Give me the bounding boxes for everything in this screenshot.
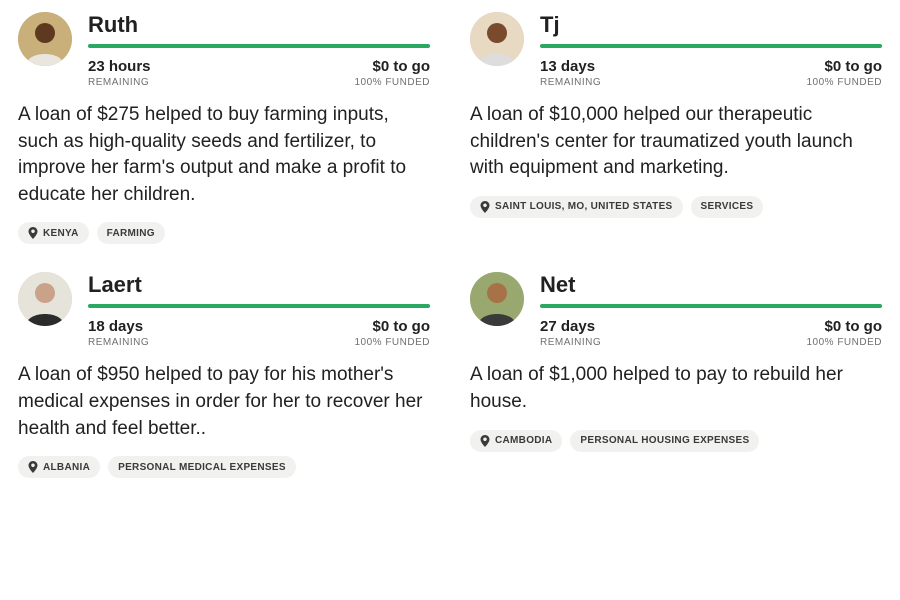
borrower-avatar[interactable] [18,12,72,66]
category-tag[interactable]: PERSONAL HOUSING EXPENSES [570,430,759,452]
tag-row: ALBANIA PERSONAL MEDICAL EXPENSES [18,456,430,478]
time-remaining-block: 23 hours REMAINING [88,58,151,88]
loan-cards-grid: Ruth 23 hours REMAINING $0 to go 100% FU… [18,12,882,478]
time-remaining-value: 18 days [88,318,149,336]
time-remaining-value: 23 hours [88,58,151,76]
loan-description: A loan of $275 helped to buy farming inp… [18,102,430,208]
card-header: Laert 18 days REMAINING $0 to go 100% FU… [18,272,430,348]
card-header-right: Tj 13 days REMAINING $0 to go 100% FUNDE… [540,12,882,88]
location-tag[interactable]: CAMBODIA [470,430,562,452]
location-tag-text: KENYA [43,228,79,239]
funding-progress-bar [540,44,882,48]
funding-status-block: $0 to go 100% FUNDED [354,318,430,348]
funded-percent: 100% FUNDED [354,77,430,88]
map-pin-icon [480,201,490,213]
tag-row: KENYA FARMING [18,222,430,244]
map-pin-icon [28,227,38,239]
time-remaining-block: 13 days REMAINING [540,58,601,88]
remaining-label: REMAINING [540,337,601,348]
funding-status-block: $0 to go 100% FUNDED [354,58,430,88]
remaining-label: REMAINING [88,77,151,88]
funded-percent: 100% FUNDED [354,337,430,348]
category-tag[interactable]: SERVICES [691,196,764,218]
amount-to-go: $0 to go [806,318,882,336]
location-tag-text: SAINT LOUIS, MO, UNITED STATES [495,201,673,212]
borrower-name[interactable]: Tj [540,12,882,38]
funded-percent: 100% FUNDED [806,337,882,348]
funding-progress-bar [88,304,430,308]
borrower-avatar[interactable] [470,272,524,326]
remaining-label: REMAINING [88,337,149,348]
location-tag-text: ALBANIA [43,462,90,473]
card-header-right: Net 27 days REMAINING $0 to go 100% FUND… [540,272,882,348]
funded-percent: 100% FUNDED [806,77,882,88]
time-remaining-block: 27 days REMAINING [540,318,601,348]
avatar-icon [470,12,524,66]
time-remaining-value: 27 days [540,318,601,336]
category-tag-text: PERSONAL HOUSING EXPENSES [580,435,749,446]
funding-status-block: $0 to go 100% FUNDED [806,58,882,88]
funding-status-block: $0 to go 100% FUNDED [806,318,882,348]
location-tag[interactable]: ALBANIA [18,456,100,478]
borrower-avatar[interactable] [470,12,524,66]
loan-description: A loan of $1,000 helped to pay to rebuil… [470,362,882,415]
avatar-icon [18,12,72,66]
amount-to-go: $0 to go [806,58,882,76]
avatar-icon [470,272,524,326]
tag-row: CAMBODIA PERSONAL HOUSING EXPENSES [470,430,882,452]
category-tag-text: FARMING [107,228,155,239]
borrower-avatar[interactable] [18,272,72,326]
card-header: Net 27 days REMAINING $0 to go 100% FUND… [470,272,882,348]
funding-metrics: 18 days REMAINING $0 to go 100% FUNDED [88,318,430,348]
map-pin-icon [28,461,38,473]
loan-card[interactable]: Laert 18 days REMAINING $0 to go 100% FU… [18,272,430,478]
card-header: Ruth 23 hours REMAINING $0 to go 100% FU… [18,12,430,88]
funding-metrics: 23 hours REMAINING $0 to go 100% FUNDED [88,58,430,88]
time-remaining-value: 13 days [540,58,601,76]
card-header-right: Ruth 23 hours REMAINING $0 to go 100% FU… [88,12,430,88]
loan-card[interactable]: Ruth 23 hours REMAINING $0 to go 100% FU… [18,12,430,244]
category-tag[interactable]: FARMING [97,222,165,244]
borrower-name[interactable]: Net [540,272,882,298]
funding-metrics: 27 days REMAINING $0 to go 100% FUNDED [540,318,882,348]
amount-to-go: $0 to go [354,58,430,76]
avatar-icon [18,272,72,326]
location-tag[interactable]: SAINT LOUIS, MO, UNITED STATES [470,196,683,218]
remaining-label: REMAINING [540,77,601,88]
funding-progress-bar [540,304,882,308]
amount-to-go: $0 to go [354,318,430,336]
card-header-right: Laert 18 days REMAINING $0 to go 100% FU… [88,272,430,348]
loan-description: A loan of $950 helped to pay for his mot… [18,362,430,442]
borrower-name[interactable]: Laert [88,272,430,298]
location-tag[interactable]: KENYA [18,222,89,244]
time-remaining-block: 18 days REMAINING [88,318,149,348]
card-header: Tj 13 days REMAINING $0 to go 100% FUNDE… [470,12,882,88]
category-tag-text: PERSONAL MEDICAL EXPENSES [118,462,286,473]
funding-metrics: 13 days REMAINING $0 to go 100% FUNDED [540,58,882,88]
borrower-name[interactable]: Ruth [88,12,430,38]
category-tag[interactable]: PERSONAL MEDICAL EXPENSES [108,456,296,478]
funding-progress-bar [88,44,430,48]
loan-card[interactable]: Net 27 days REMAINING $0 to go 100% FUND… [470,272,882,478]
loan-description: A loan of $10,000 helped our therapeutic… [470,102,882,182]
loan-card[interactable]: Tj 13 days REMAINING $0 to go 100% FUNDE… [470,12,882,244]
map-pin-icon [480,435,490,447]
location-tag-text: CAMBODIA [495,435,552,446]
tag-row: SAINT LOUIS, MO, UNITED STATES SERVICES [470,196,882,218]
category-tag-text: SERVICES [701,201,754,212]
